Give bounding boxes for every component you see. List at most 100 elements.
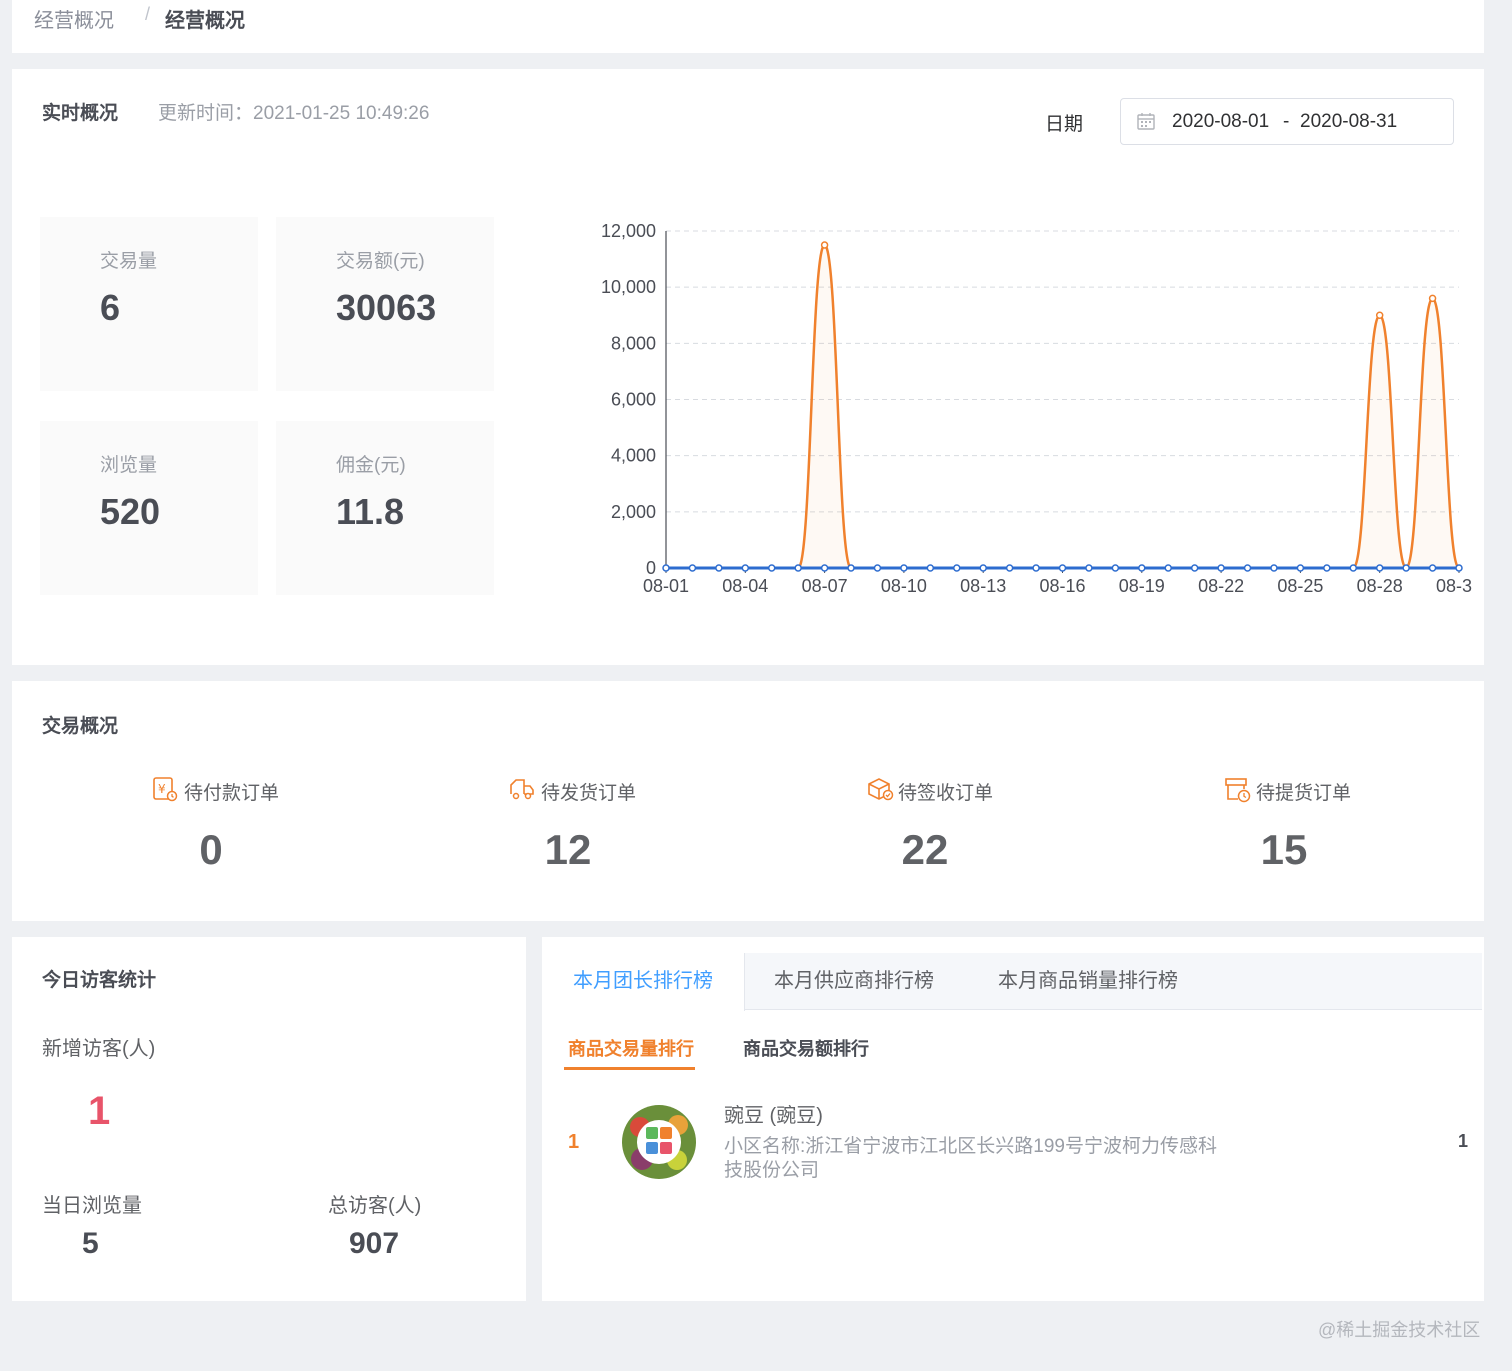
stat-label: 佣金(元) — [336, 455, 406, 476]
x-tick-label: 08-16 — [1039, 576, 1085, 596]
order-pending-shipment[interactable]: 待发货订单 12 — [509, 776, 709, 886]
breadcrumb: 经营概况 / 经营概况 — [12, 0, 1484, 53]
stat-card-volume: 交易量 6 — [40, 217, 258, 391]
data-point-amount — [820, 241, 829, 249]
data-point-volume — [979, 564, 987, 572]
x-tick-label: 08-22 — [1198, 576, 1244, 596]
order-pending-pickup[interactable]: 待提货订单 15 — [1224, 776, 1424, 886]
tab-supplier-ranking[interactable]: 本月供应商排行榜 — [774, 970, 934, 992]
x-tick-label: 08-28 — [1357, 576, 1403, 596]
page-views-value: 5 — [82, 1227, 99, 1260]
date-start-input[interactable]: 2020-08-01 — [1172, 111, 1270, 132]
date-range-picker[interactable]: 2020-08-01 - 2020-08-31 — [1120, 98, 1454, 145]
y-tick-label: 6,000 — [611, 390, 656, 410]
breadcrumb-current: 经营概况 — [165, 10, 245, 32]
data-point-volume — [847, 564, 855, 572]
new-visitors-value: 1 — [88, 1089, 111, 1133]
x-tick-label: 08-31 — [1436, 576, 1472, 596]
update-time: 更新时间：2021-01-25 10:49:26 — [158, 103, 430, 124]
date-label: 日期 — [1045, 114, 1084, 135]
order-label: 待发货订单 — [541, 783, 637, 804]
subtab-trade-volume[interactable]: 商品交易量排行 — [568, 1039, 694, 1059]
x-tick-label: 08-19 — [1119, 576, 1165, 596]
new-visitors-label: 新增访客(人) — [42, 1038, 156, 1060]
data-point-volume — [900, 564, 908, 572]
data-point-volume — [1402, 564, 1410, 572]
subtab-trade-amount[interactable]: 商品交易额排行 — [743, 1039, 869, 1059]
breadcrumb-parent[interactable]: 经营概况 — [34, 10, 114, 32]
order-count: 12 — [544, 826, 592, 873]
breadcrumb-separator: / — [145, 4, 151, 24]
page-views-label: 当日浏览量 — [42, 1195, 142, 1217]
stat-card-views: 浏览量 520 — [40, 421, 258, 595]
realtime-title: 实时概况 — [42, 103, 119, 124]
data-point-volume — [794, 564, 802, 572]
order-label: 待提货订单 — [1256, 783, 1352, 804]
y-tick-label: 10,000 — [601, 277, 656, 297]
trade-panel: 交易概况 ¥ 待付款订单 0 待发货订单 12 待签收订单 22 待提货订单 1… — [12, 681, 1484, 921]
stat-value: 520 — [100, 491, 161, 532]
series-area-amount — [666, 245, 1459, 568]
stat-value: 30063 — [336, 287, 437, 328]
stat-value: 11.8 — [336, 491, 405, 532]
x-tick-label: 08-10 — [881, 576, 927, 596]
data-point-volume — [873, 564, 882, 572]
ranking-panel: 本月团长排行榜 本月供应商排行榜 本月商品销量排行榜 商品交易量排行 商品交易额… — [542, 937, 1484, 1301]
data-point-volume — [662, 564, 670, 572]
payment-icon: ¥ — [152, 776, 178, 802]
package-icon — [866, 776, 894, 802]
data-point-volume — [1349, 564, 1358, 572]
avatar — [622, 1105, 696, 1179]
realtime-panel: 实时概况 更新时间：2021-01-25 10:49:26 日期 2020-08… — [12, 69, 1484, 665]
stat-value: 6 — [100, 287, 121, 328]
order-count: 15 — [1260, 826, 1308, 873]
data-point-volume — [1270, 564, 1278, 572]
trade-title: 交易概况 — [42, 716, 119, 737]
leader-name: 豌豆 (豌豆) — [724, 1105, 823, 1127]
data-point-volume — [1138, 564, 1146, 572]
order-count: 22 — [901, 826, 949, 873]
data-point-volume — [1296, 564, 1305, 572]
x-tick-label: 08-01 — [643, 576, 689, 596]
data-point-volume — [1164, 564, 1172, 572]
data-point-volume — [1085, 564, 1093, 572]
tab-leader-ranking[interactable]: 本月团长排行榜 — [542, 953, 745, 1011]
data-point-volume — [1243, 564, 1252, 572]
ranking-row[interactable]: 1 豌豆 (豌豆) 小区名称:浙江省宁波市江北区长兴路199号宁波柯力传感科技股… — [542, 1097, 1482, 1187]
visitors-title: 今日访客统计 — [42, 970, 157, 991]
rank-number: 1 — [568, 1131, 580, 1153]
data-point-volume — [1323, 564, 1331, 572]
ranking-tabs: 本月团长排行榜 本月供应商排行榜 本月商品销量排行榜 — [542, 953, 1482, 1011]
visitors-panel: 今日访客统计 新增访客(人) 1 当日浏览量 5 总访客(人) 907 — [12, 937, 526, 1301]
trade-count: 1 — [1458, 1131, 1469, 1151]
tab-goods-sales-ranking[interactable]: 本月商品销量排行榜 — [998, 970, 1178, 992]
series-line-amount — [666, 243, 1461, 570]
data-point-volume — [1375, 564, 1384, 572]
y-tick-label: 8,000 — [611, 333, 656, 353]
data-point-volume — [1111, 564, 1120, 572]
date-range-separator: - — [1283, 111, 1290, 132]
data-point-amount — [1375, 311, 1384, 319]
order-pending-receipt[interactable]: 待签收订单 22 — [866, 776, 1066, 886]
date-end-input[interactable]: 2020-08-31 — [1300, 111, 1398, 132]
y-tick-label: 4,000 — [611, 446, 656, 466]
order-count: 0 — [199, 826, 223, 873]
stat-label: 浏览量 — [100, 455, 158, 476]
data-point-volume — [953, 564, 961, 572]
trend-line-chart[interactable]: 0 2,000 4,000 6,000 8,000 10,000 12,000 08-01 08… — [572, 209, 1472, 609]
data-point-volume — [1058, 564, 1067, 572]
order-pending-payment[interactable]: ¥ 待付款订单 0 — [152, 776, 352, 886]
subtab-active-indicator — [564, 1067, 695, 1070]
order-label: 待签收订单 — [898, 783, 994, 804]
order-label: 待付款订单 — [184, 783, 280, 804]
y-tick-label: 2,000 — [611, 502, 656, 522]
data-point-volume — [715, 564, 723, 572]
svg-text:¥: ¥ — [158, 782, 166, 796]
x-tick-label: 08-13 — [960, 576, 1006, 596]
data-point-volume — [1455, 564, 1463, 572]
y-tick-label: 0 — [646, 558, 656, 578]
data-point-volume — [1217, 564, 1225, 572]
watermark: @稀土掘金技术社区 — [1318, 1320, 1481, 1340]
data-point-volume — [1190, 564, 1199, 572]
data-point-volume — [1428, 564, 1437, 572]
